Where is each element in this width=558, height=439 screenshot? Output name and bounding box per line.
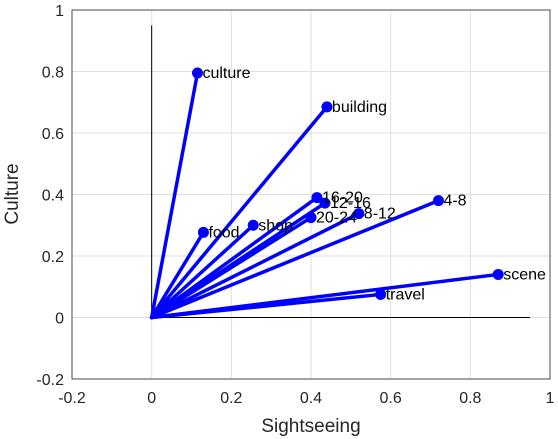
vector-20-24	[149, 215, 313, 320]
label-20-24: 20-24	[316, 210, 357, 227]
label-shop: shop	[258, 217, 293, 234]
label-12-16: 12-16	[330, 195, 371, 212]
point-8-12	[353, 208, 365, 220]
y-tick-label: -0.2	[36, 372, 64, 389]
point-12-16	[319, 197, 331, 209]
x-tick-label: 0.8	[459, 390, 481, 407]
x-tick-label: 0.2	[220, 390, 242, 407]
vector-8-12	[149, 211, 361, 320]
data-points	[191, 67, 504, 300]
y-tick-label: 0.8	[42, 65, 64, 82]
x-axis-title: Sightseeing	[261, 416, 360, 437]
label-culture: culture	[202, 65, 250, 82]
plot-frame	[71, 9, 551, 380]
y-tick-label: 0.4	[42, 188, 64, 205]
label-16-20: 16-20	[322, 190, 363, 207]
x-tick-label: 0.6	[380, 390, 402, 407]
label-scene: scene	[503, 266, 546, 283]
label-food: food	[208, 224, 239, 241]
point-4-8	[432, 195, 444, 207]
vector-culture	[149, 71, 200, 320]
y-tick-label: 1	[55, 3, 64, 20]
label-8-12: 8-12	[364, 206, 396, 223]
y-axis-title: Culture	[2, 163, 23, 224]
vector-shop	[149, 223, 255, 320]
label-building: building	[332, 99, 387, 116]
vectors	[149, 71, 500, 320]
point-food	[197, 226, 209, 238]
point-building	[321, 101, 333, 113]
y-tick-label: 0.6	[42, 126, 64, 143]
label-4-8: 4-8	[443, 193, 466, 210]
x-tick-label: 1	[546, 390, 555, 407]
point-travel	[375, 288, 387, 300]
vector-travel	[149, 292, 383, 320]
x-tick-label: 0.4	[300, 390, 322, 407]
y-tick-label: 0	[55, 311, 64, 328]
point-20-24	[305, 212, 317, 224]
label-travel: travel	[386, 286, 425, 303]
point-16-20	[311, 192, 323, 204]
vector-4-8	[149, 198, 441, 320]
origin-axes	[151, 25, 531, 318]
point-scene	[492, 268, 504, 280]
point-shop	[247, 219, 259, 231]
x-tick-label: -0.2	[58, 390, 86, 407]
point-culture	[191, 67, 203, 79]
tick-labels: -0.2 0 0.2 0.4 0.6 0.8 1 -0.2 0 0.2 0.4 0.6 0.8 1	[36, 3, 554, 407]
vector-food	[149, 230, 206, 320]
y-tick-label: 0.2	[42, 249, 64, 266]
x-tick-label: 0	[147, 390, 156, 407]
vector-building	[149, 105, 329, 320]
